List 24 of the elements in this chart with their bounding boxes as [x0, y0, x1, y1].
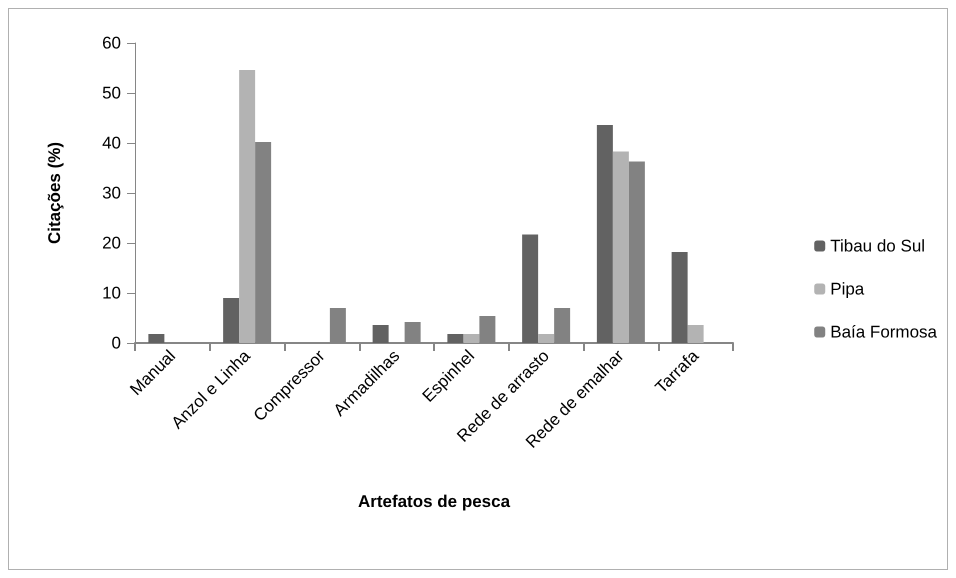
bar — [612, 152, 629, 343]
bar — [522, 234, 538, 343]
y-axis-title: Citações (%) — [45, 142, 64, 244]
y-tick-label: 60 — [102, 34, 121, 52]
legend-label: Pipa — [830, 280, 865, 298]
bar — [596, 125, 613, 343]
bar — [538, 334, 554, 343]
legend-label: Baía Formosa — [830, 322, 938, 342]
y-tick-label: 30 — [102, 184, 121, 202]
bar — [463, 334, 480, 343]
y-tick-label: 50 — [102, 84, 121, 102]
y-tick-label: 0 — [112, 334, 121, 352]
bar — [223, 298, 240, 343]
bar — [148, 334, 164, 343]
y-tick-label: 40 — [102, 134, 121, 152]
y-tick-label: 20 — [102, 234, 121, 252]
legend-label: Tibau do Sul — [830, 236, 926, 256]
bar — [372, 325, 389, 343]
x-axis-title: Artefatos de pesca — [358, 492, 511, 511]
bar — [688, 325, 704, 343]
y-tick-label: 10 — [102, 284, 121, 302]
bar — [447, 334, 464, 343]
bar — [239, 70, 256, 343]
bar — [672, 252, 688, 343]
